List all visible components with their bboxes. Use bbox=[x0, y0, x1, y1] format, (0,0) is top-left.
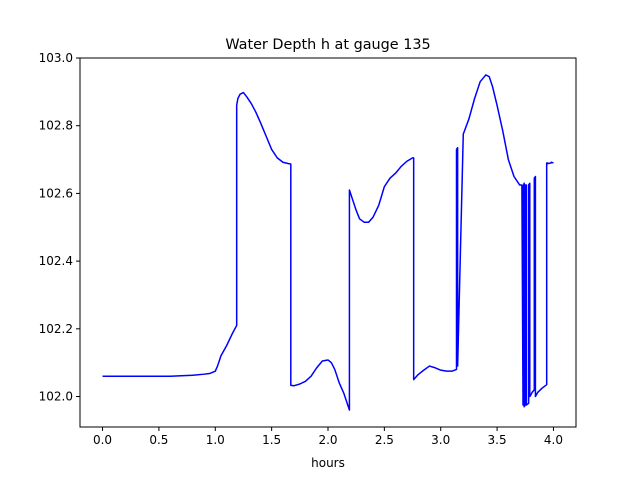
x-tick-label: 3.5 bbox=[488, 433, 507, 447]
series-line-0 bbox=[102, 74, 554, 411]
y-tick-label: 102.8 bbox=[39, 119, 73, 133]
x-axis-label: hours bbox=[311, 456, 345, 470]
x-tick-label: 0.0 bbox=[93, 433, 112, 447]
x-tick-label: 2.5 bbox=[375, 433, 394, 447]
y-tick-label: 102.0 bbox=[39, 390, 73, 404]
x-tick-label: 4.0 bbox=[544, 433, 563, 447]
x-tick-label: 3.0 bbox=[431, 433, 450, 447]
y-tick-label: 103.0 bbox=[39, 51, 73, 65]
axes-frame bbox=[79, 57, 577, 428]
chart-title: Water Depth h at gauge 135 bbox=[225, 37, 430, 53]
plot-area: 0.0 0.5 1.0 1.5 2.0 2.5 3.0 3.5 4.0 102.0 102.2 102… bbox=[39, 51, 577, 447]
x-tick-label: 2.0 bbox=[318, 433, 337, 447]
y-tick-label: 102.4 bbox=[39, 254, 73, 268]
x-tick-label: 1.0 bbox=[206, 433, 225, 447]
y-tick-label: 102.2 bbox=[39, 322, 73, 336]
y-tick-label: 102.6 bbox=[39, 186, 73, 200]
x-tick-label: 1.5 bbox=[262, 433, 281, 447]
x-tick-label: 0.5 bbox=[149, 433, 168, 447]
